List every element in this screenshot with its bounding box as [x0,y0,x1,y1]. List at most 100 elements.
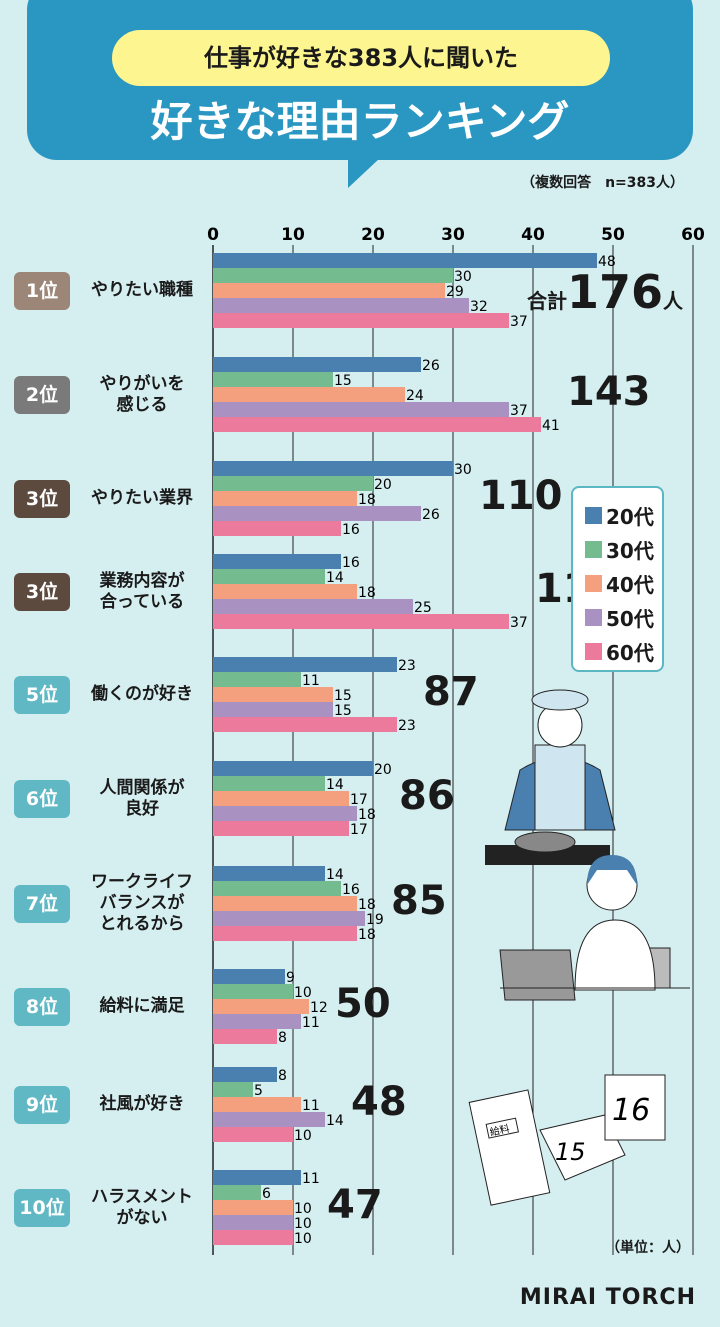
data-label: 29 [446,284,464,300]
bar [213,969,285,984]
legend-label: 30代 [606,538,654,563]
data-label: 18 [358,585,376,601]
x-tick-label: 20 [361,225,385,245]
bar [213,1185,261,1200]
data-label: 11 [302,1015,320,1031]
total-value: 合計176人 [527,265,683,319]
category-label: ワークライフ バランスが とれるから [91,872,193,934]
data-label: 11 [302,1171,320,1187]
bar [213,806,357,821]
bar [213,554,341,569]
bar [213,1082,253,1097]
bar [213,1029,277,1044]
data-label: 14 [326,570,344,586]
bar [213,1014,301,1029]
category-label: やりがいを 感じる [99,373,185,415]
x-tick-label: 40 [521,225,545,245]
bar [213,672,301,687]
total-value: 143 [567,368,651,415]
data-label: 8 [278,1030,287,1046]
data-label: 15 [334,703,352,719]
data-label: 32 [470,299,488,315]
x-tick-label: 30 [441,225,465,245]
total-number: 176 [567,264,664,319]
bar [213,776,325,791]
bar [213,717,397,732]
data-label: 18 [358,897,376,913]
data-label: 37 [510,615,528,631]
bar [213,491,357,506]
data-label: 23 [398,658,416,674]
logo: MIRAI TORCH [519,1285,696,1310]
rank-badge: 1位 [14,271,70,310]
rank-badge: 8位 [14,987,70,1026]
total-value: 110 [479,472,563,519]
data-label: 24 [406,388,424,404]
illustrations: 給料 15 16 [468,689,690,1206]
bar [213,866,325,881]
data-label: 18 [358,807,376,823]
legend-swatch [585,506,602,524]
data-label: 10 [294,1231,312,1247]
category-label: ハラスメント がない [91,1186,193,1228]
bar [213,584,357,599]
legend-item: 20代 [585,498,662,532]
data-label: 16 [342,555,360,571]
calendar-number: 16 [612,1093,650,1128]
bar [213,1097,301,1112]
bar [213,506,421,521]
bar [213,253,597,268]
x-tick-label: 0 [207,225,219,245]
legend-label: 40代 [606,572,654,597]
bar [213,1200,293,1215]
data-label: 10 [294,1201,312,1217]
data-label: 20 [374,477,392,493]
data-label: 5 [254,1083,263,1099]
legend-item: 40代 [585,566,662,600]
legend-label: 20代 [606,504,654,529]
legend-item: 30代 [585,532,662,566]
data-label: 6 [262,1186,271,1202]
category-label: 人間関係が 良好 [99,777,185,819]
bar [213,911,365,926]
bar [213,896,357,911]
bar [213,283,445,298]
data-label: 25 [414,600,432,616]
subtitle: 仕事が好きな383人に聞いた [112,30,610,86]
bar [213,372,333,387]
data-label: 14 [326,1113,344,1129]
data-label: 9 [286,970,295,986]
chef-illustration [485,689,616,865]
data-label: 10 [294,985,312,1001]
bar [213,1170,301,1185]
page-title: 好きな理由ランキング [150,97,570,146]
legend-swatch [585,540,602,558]
bar [213,1127,293,1142]
data-label: 30 [454,462,472,478]
data-label: 16 [342,522,360,538]
sample-note: （複数回答 n=383人） [521,175,684,191]
bar [213,599,413,614]
bar [213,387,405,402]
bar [213,268,453,283]
total-value: 50 [335,980,391,1027]
rank-badge: 6位 [14,779,70,818]
x-tick-label: 10 [281,225,305,245]
total-suffix: 人 [663,288,684,313]
woman-laptop-illustration [499,855,690,1001]
data-label: 37 [510,314,528,330]
data-label: 17 [350,822,368,838]
bar [213,1230,293,1245]
rank-badge: 3位 [14,479,70,518]
bar [213,298,469,313]
rank-badge: 5位 [14,675,70,714]
bar [213,999,309,1014]
data-label: 18 [358,927,376,943]
bar [213,357,421,372]
envelope-label: 給料 [489,1122,511,1139]
total-value: 48 [351,1078,407,1125]
bar [213,657,397,672]
data-label: 37 [510,403,528,419]
bar [213,881,341,896]
bar [213,791,349,806]
